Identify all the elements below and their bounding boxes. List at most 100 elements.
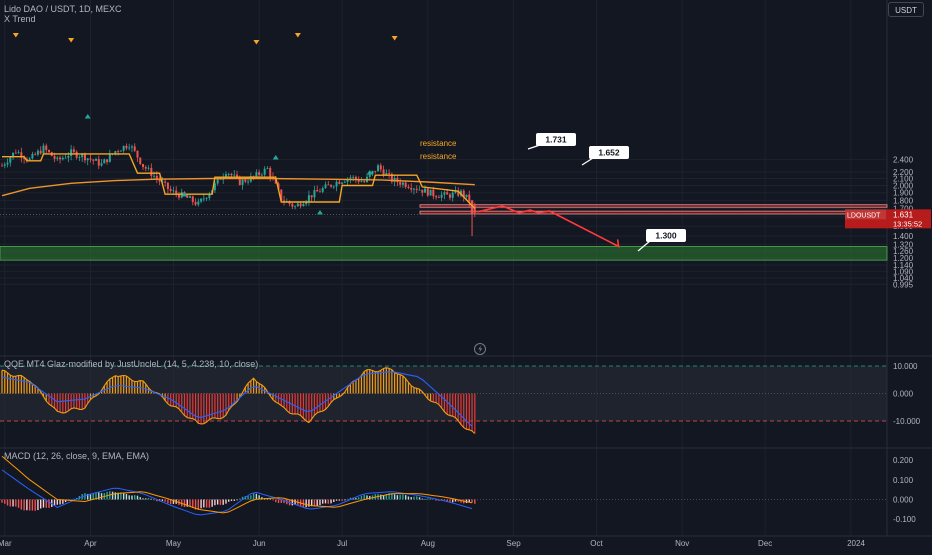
macd-tick-label: -0.100 — [893, 515, 916, 524]
macd-title: MACD (12, 26, close, 9, EMA, EMA) — [4, 451, 150, 461]
candle-body — [307, 195, 310, 202]
candle-body — [100, 163, 103, 166]
candle-body — [23, 157, 26, 159]
candle-body — [155, 175, 158, 179]
candle-body — [136, 150, 139, 158]
candle-body — [363, 181, 366, 183]
candle-body — [194, 201, 197, 205]
resistance-label: resistance — [420, 139, 457, 148]
candle-body — [468, 194, 471, 202]
qqe-fast-line — [1, 371, 473, 427]
price-tick-label: 1.200 — [893, 254, 914, 263]
candle-body — [1, 165, 3, 167]
candle-body — [92, 159, 95, 161]
candle-body — [238, 176, 241, 185]
candle-body — [260, 174, 263, 176]
candle-body — [61, 157, 64, 160]
candle-body — [374, 170, 377, 172]
axis-layer: 2.4002.2002.1002.0001.9001.8001.7001.600… — [0, 156, 931, 548]
candle-body — [191, 196, 194, 202]
candle-body — [12, 152, 15, 158]
candle-body — [158, 178, 161, 182]
candle-body — [125, 145, 128, 149]
lightning-icon[interactable] — [474, 343, 486, 355]
candle-body — [75, 151, 78, 158]
candle-body — [291, 203, 294, 207]
candle-body — [332, 186, 335, 188]
candle-body — [421, 189, 424, 193]
candle-body — [95, 159, 98, 161]
candle-body — [189, 196, 192, 198]
candle-body — [128, 147, 131, 149]
candle-body — [404, 182, 407, 187]
candle-body — [108, 153, 111, 162]
candle-body — [197, 201, 200, 205]
candle-body — [457, 190, 460, 196]
candle-body — [310, 195, 313, 198]
callout-value: 1.731 — [545, 135, 567, 145]
candle-body — [144, 167, 147, 169]
time-tick-label: 2024 — [847, 539, 865, 548]
callout-box — [646, 229, 686, 242]
candle-body — [280, 189, 283, 201]
macd-line — [1, 469, 473, 516]
candle-body — [432, 189, 435, 197]
candle-body — [255, 172, 258, 177]
candle-body — [133, 146, 136, 151]
support-zone — [0, 246, 888, 261]
sell-signal-marker — [68, 38, 75, 43]
candle-body — [424, 188, 427, 193]
candle-body — [169, 189, 172, 191]
last-price-badge — [845, 209, 931, 229]
time-tick-label: May — [166, 539, 181, 548]
candle-body — [164, 181, 167, 183]
candle-body — [147, 167, 150, 169]
last-price-value: 1.631 — [893, 210, 914, 219]
candle-body — [302, 204, 305, 207]
candle-body — [352, 176, 355, 178]
buy-signal-marker — [272, 155, 279, 160]
candle-body — [36, 150, 39, 155]
candle-body — [81, 154, 84, 158]
candle-body — [83, 154, 86, 161]
sell-signal-marker — [253, 40, 260, 45]
candle-body — [224, 174, 227, 177]
candle-body — [465, 194, 468, 198]
candle-body — [318, 191, 321, 193]
currency-button[interactable]: USDT — [888, 2, 924, 17]
projection-layer: 1.731 1.652 1.300 — [477, 133, 686, 252]
candle-body — [208, 193, 211, 198]
candle-body — [153, 175, 156, 177]
time-tick-label: Sep — [506, 539, 521, 548]
symbol-tag — [845, 209, 886, 220]
candle-body — [89, 158, 92, 160]
time-tick-label: Nov — [675, 539, 689, 548]
candle-body — [429, 189, 432, 196]
chart-title: Lido DAO / USDT, 1D, MEXC — [4, 4, 122, 14]
candle-body — [3, 164, 6, 166]
signal-marker-layer — [12, 33, 398, 215]
buy-signal-marker — [316, 210, 323, 215]
candle-body — [6, 162, 9, 165]
time-tick-label: Dec — [758, 539, 772, 548]
time-tick-label: Mar — [0, 539, 12, 548]
qqe-title: QQE MT4 Glaz-modified by JustUncleL (14,… — [4, 359, 259, 369]
macd-layer — [0, 455, 887, 516]
price-tick-label: 1.320 — [893, 240, 914, 249]
time-tick-label: Aug — [421, 539, 435, 548]
indicator-label: X Trend — [4, 14, 36, 24]
candle-body — [78, 157, 81, 158]
candle-body — [230, 173, 233, 176]
candle-body — [233, 174, 236, 176]
candle-body — [415, 188, 418, 190]
candle-body — [39, 150, 42, 154]
candle-body — [440, 194, 443, 198]
callout-pointer — [637, 240, 651, 252]
candle-body — [410, 187, 413, 190]
candle-body — [28, 158, 31, 161]
candle-layer — [1, 143, 476, 236]
candle-body — [20, 152, 23, 158]
candle-body — [435, 196, 438, 198]
